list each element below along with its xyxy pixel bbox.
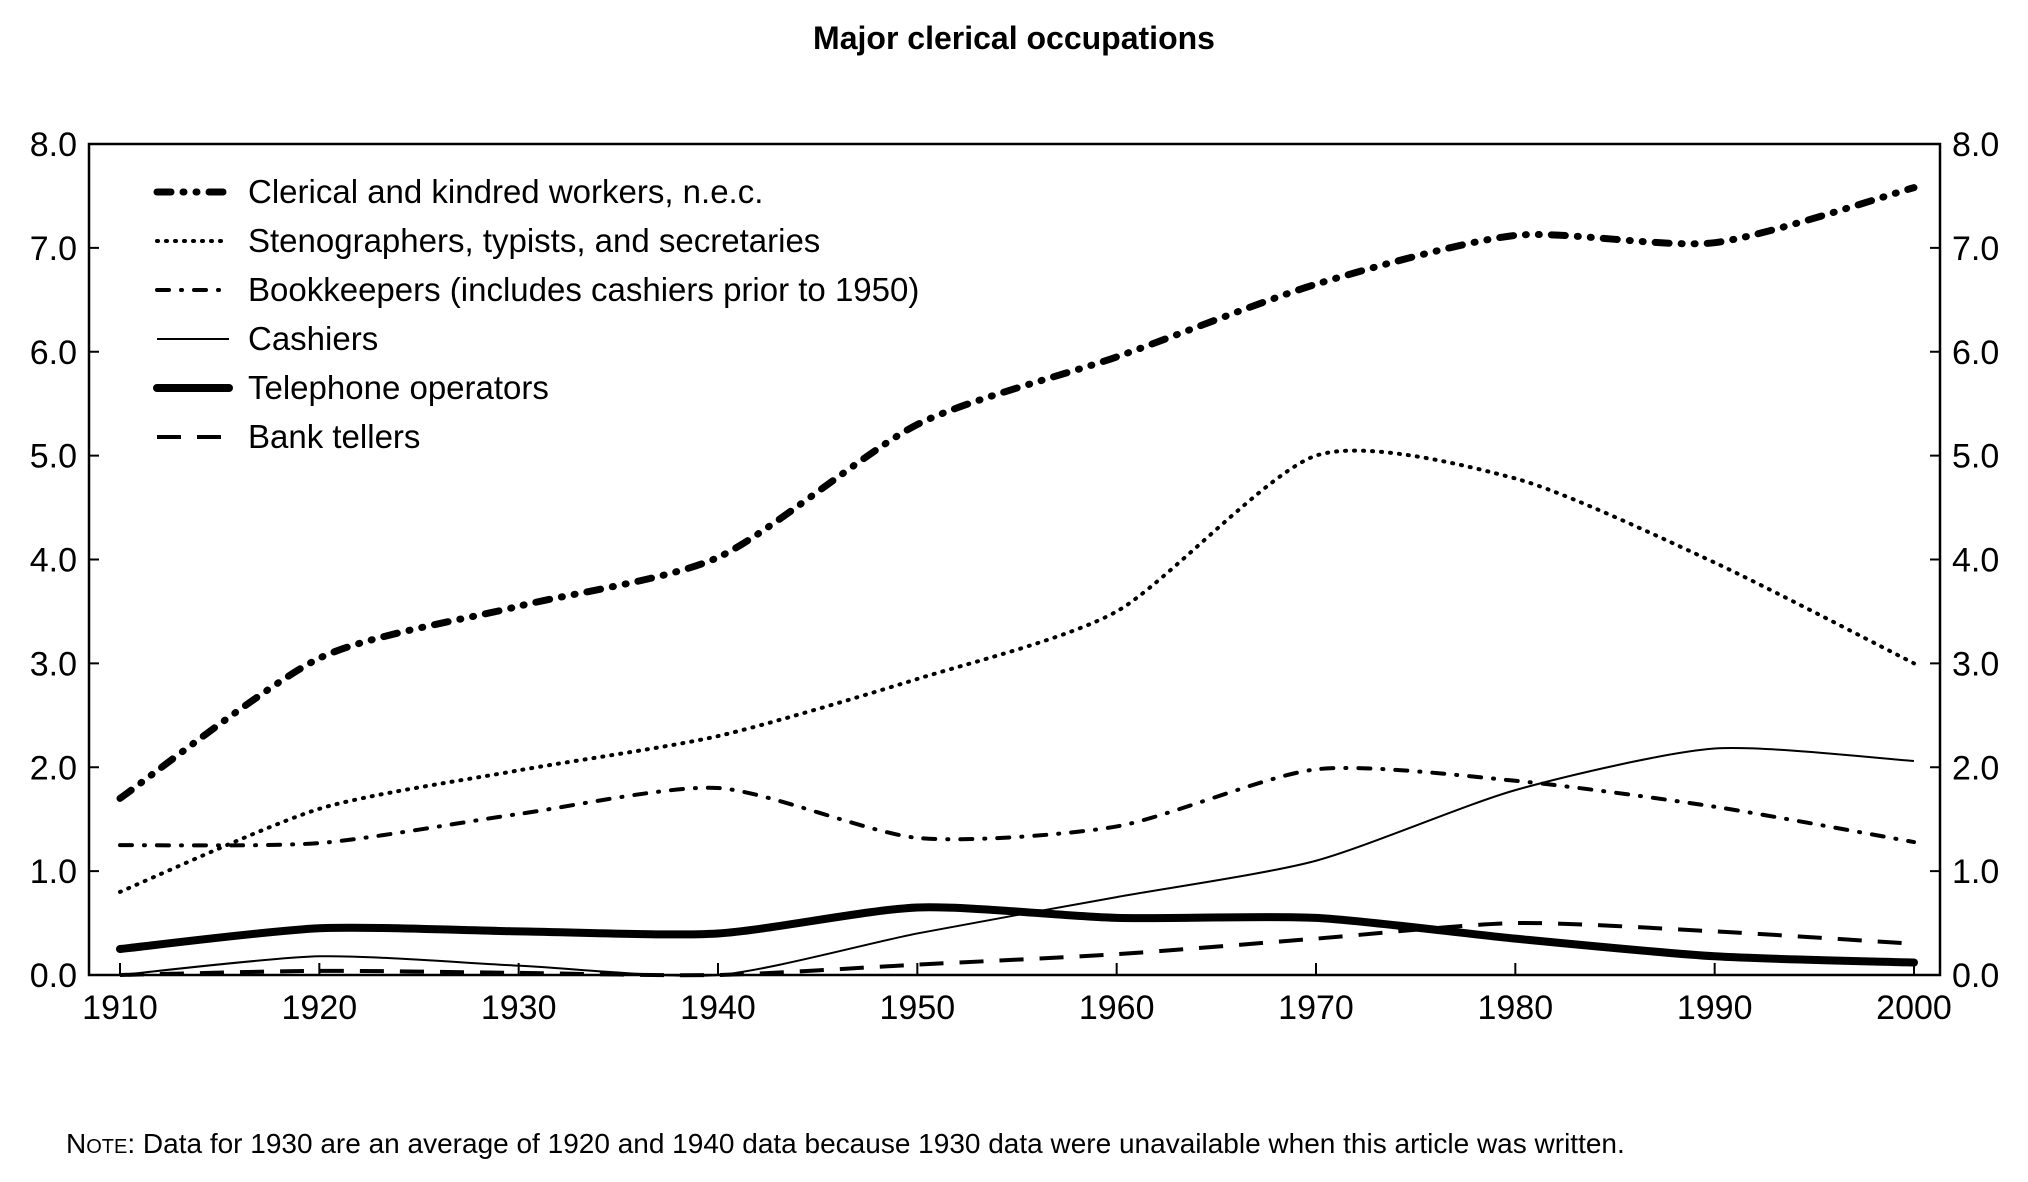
y-tick-label-right: 7.0 — [1952, 230, 1999, 268]
y-tick-label-right: 2.0 — [1952, 749, 1999, 787]
x-tick-label: 1950 — [880, 989, 956, 1027]
x-tick-label: 1980 — [1478, 989, 1554, 1027]
y-tick-label-left: 3.0 — [30, 645, 77, 683]
legend-label-telephone-operators: Telephone operators — [248, 369, 549, 406]
chart-title: Major clerical occupations — [813, 20, 1215, 56]
y-tick-label-right: 0.0 — [1952, 957, 1999, 995]
x-tick-label: 1940 — [680, 989, 756, 1027]
y-tick-label-left: 8.0 — [30, 126, 77, 164]
y-tick-label-left: 4.0 — [30, 542, 77, 580]
legend-label-clerical-and-kindred-workers-n-e-c: Clerical and kindred workers, n.e.c. — [248, 173, 763, 210]
y-tick-label-left: 7.0 — [30, 230, 77, 268]
legend-label-cashiers: Cashiers — [248, 320, 378, 357]
x-tick-label: 1970 — [1278, 989, 1354, 1027]
legend-label-bookkeepers-includes-cashiers-prior-to-1950: Bookkeepers (includes cashiers prior to … — [248, 271, 919, 308]
y-tick-label-right: 6.0 — [1952, 334, 1999, 372]
y-tick-label-right: 4.0 — [1952, 542, 1999, 580]
legend-label-bank-tellers: Bank tellers — [248, 418, 420, 455]
y-tick-label-left: 5.0 — [30, 438, 77, 476]
plot-frame — [87, 142, 1942, 977]
y-tick-label-right: 8.0 — [1952, 126, 1999, 164]
x-tick-label: 1990 — [1677, 989, 1753, 1027]
chart-note: Note: Data for 1930 are an average of 19… — [66, 1128, 1625, 1160]
y-tick-label-left: 1.0 — [30, 853, 77, 891]
series-line-bookkeepers-includes-cashiers-prior-to-1950 — [118, 765, 1916, 848]
y-tick-label-left: 6.0 — [30, 334, 77, 372]
x-tick-label: 1910 — [82, 989, 158, 1027]
note-label: Note: — [66, 1128, 136, 1159]
y-tick-label-right: 1.0 — [1952, 853, 1999, 891]
y-tick-label-right: 5.0 — [1952, 438, 1999, 476]
y-tick-label-left: 2.0 — [30, 749, 77, 787]
series-line-telephone-operators — [116, 903, 1918, 967]
x-tick-label: 1960 — [1079, 989, 1155, 1027]
series-line-cashiers — [119, 747, 1915, 977]
legend-label-stenographers-typists-and-secretaries: Stenographers, typists, and secretaries — [248, 222, 820, 259]
note-text: Data for 1930 are an average of 1920 and… — [135, 1128, 1625, 1159]
y-tick-label-left: 0.0 — [30, 957, 77, 995]
x-tick-label: 2000 — [1876, 989, 1952, 1027]
series-line-stenographers-typists-and-secretaries — [118, 448, 1916, 894]
y-tick-label-right: 3.0 — [1952, 645, 1999, 683]
series-line-bank-tellers — [119, 920, 1915, 978]
x-tick-label: 1920 — [282, 989, 358, 1027]
series-line-clerical-and-kindred-workers-n-e-c — [116, 184, 1918, 802]
x-tick-label: 1930 — [481, 989, 557, 1027]
